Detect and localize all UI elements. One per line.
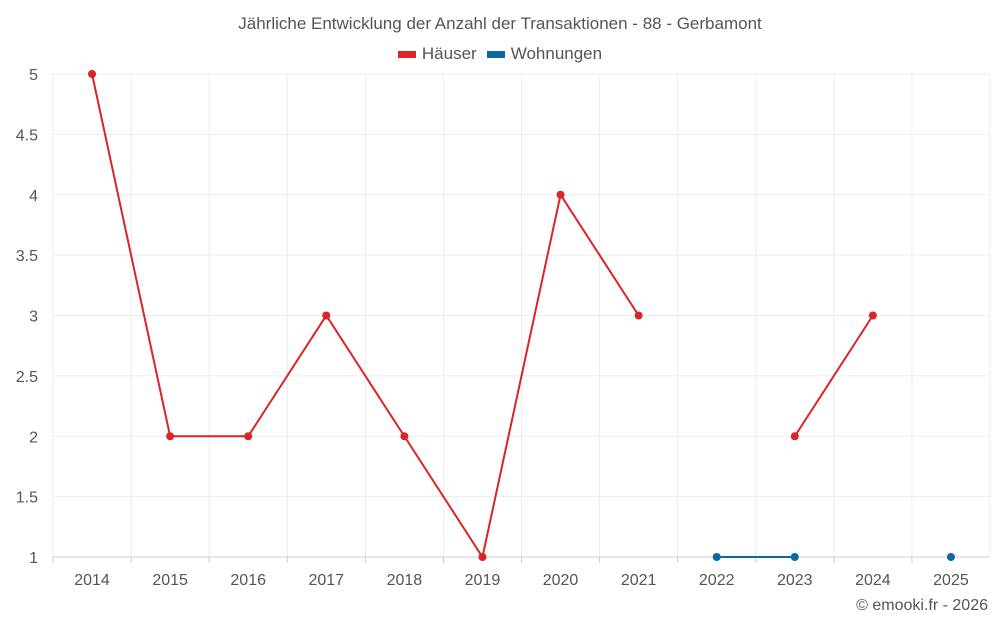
credit-text: © emooki.fr - 2026 (856, 597, 988, 614)
x-tick-label: 2015 (152, 572, 188, 589)
x-tick-label: 2024 (855, 572, 891, 589)
y-tick-label: 2 (29, 429, 38, 446)
x-tick-label: 2014 (74, 572, 110, 589)
y-tick-label: 3 (29, 309, 38, 326)
legend-swatch-wohnungen (486, 50, 505, 58)
data-point-0-2014 (88, 70, 97, 78)
legend-label-haeuser: Häuser (421, 44, 477, 63)
data-point-1-2025 (946, 553, 955, 561)
y-tick-label: 4.5 (16, 127, 38, 144)
y-tick-label: 1.5 (16, 490, 38, 507)
data-point-0-2023 (790, 432, 799, 441)
x-tick-label: 2022 (699, 572, 735, 589)
x-tick-label: 2019 (465, 572, 501, 589)
data-point-1-2023 (790, 553, 799, 561)
x-tick-label: 2018 (387, 572, 423, 589)
data-point-0-2015 (166, 432, 175, 441)
chart-title: Jährliche Entwicklung der Anzahl der Tra… (238, 14, 762, 33)
y-tick-label: 2.5 (16, 369, 38, 386)
data-point-0-2020 (556, 190, 565, 199)
x-tick-label: 2025 (933, 572, 969, 589)
x-tick-label: 2023 (777, 572, 813, 589)
legend-item-haeuser[interactable]: Häuser (397, 44, 477, 64)
data-point-0-2021 (634, 311, 643, 320)
data-point-0-2016 (244, 432, 253, 441)
data-point-0-2017 (322, 311, 331, 320)
legend-item-wohnungen[interactable]: Wohnungen (486, 44, 603, 64)
legend: Häuser Wohnungen (0, 44, 1000, 64)
data-point-1-2022 (712, 553, 721, 561)
x-tick-label: 2020 (543, 572, 579, 589)
series-line-0 (91, 73, 640, 560)
x-tick-label: 2016 (230, 572, 266, 589)
legend-swatch-haeuser (397, 50, 416, 58)
data-point-0-2019 (478, 553, 487, 561)
data-point-0-2024 (868, 311, 877, 320)
y-tick-label: 4 (29, 188, 38, 205)
y-tick-label: 1 (29, 550, 38, 567)
y-tick-label: 3.5 (16, 248, 38, 265)
legend-label-wohnungen: Wohnungen (510, 44, 603, 63)
series-line-0 (793, 314, 874, 437)
y-tick-label: 5 (29, 67, 38, 84)
data-point-0-2018 (400, 432, 409, 441)
x-tick-label: 2021 (621, 572, 657, 589)
x-tick-label: 2017 (308, 572, 344, 589)
